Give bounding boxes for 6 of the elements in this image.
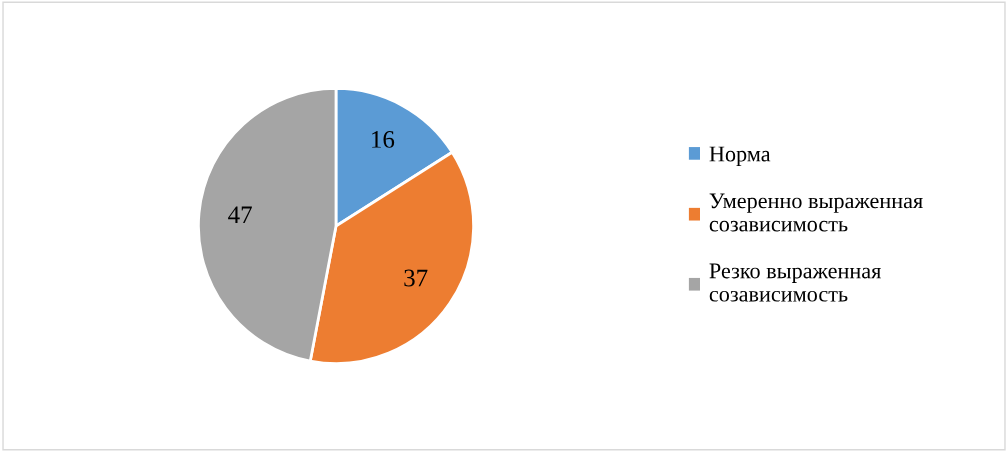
legend-label: Резко выраженная созависимость bbox=[709, 263, 881, 302]
legend-label: Умеренно выраженная созависимость bbox=[709, 193, 923, 232]
data-label: 47 bbox=[228, 206, 252, 223]
data-label: 16 bbox=[372, 131, 395, 148]
legend-label: Норма bbox=[709, 146, 771, 167]
data-label: 37 bbox=[404, 269, 428, 287]
